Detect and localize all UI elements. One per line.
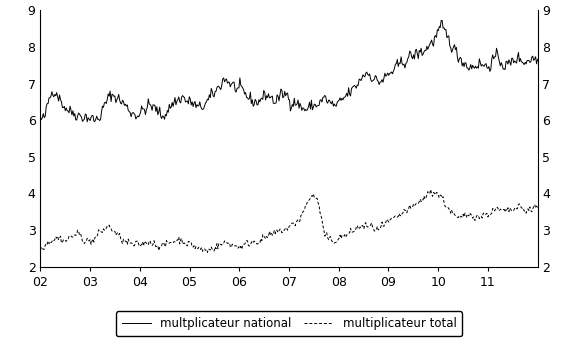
multplicateur national <box>37 116 44 120</box>
multiplicateur total <box>427 187 434 192</box>
multiplicateur total <box>204 250 211 254</box>
multplicateur national <box>58 100 65 104</box>
multplicateur national <box>169 100 176 104</box>
multplicateur national <box>534 57 541 62</box>
multiplicateur total <box>126 240 133 244</box>
multplicateur national <box>84 120 91 124</box>
multiplicateur total <box>267 232 274 236</box>
multplicateur national <box>127 110 134 115</box>
multiplicateur total <box>534 206 541 210</box>
multiplicateur total <box>58 241 65 245</box>
multplicateur national <box>113 98 120 102</box>
Legend: multplicateur national, multiplicateur total: multplicateur national, multiplicateur t… <box>116 311 462 336</box>
multplicateur national <box>438 18 444 23</box>
Line: multplicateur national: multplicateur national <box>40 21 538 122</box>
multiplicateur total <box>37 248 44 252</box>
multiplicateur total <box>112 233 119 237</box>
multiplicateur total <box>416 200 423 204</box>
multiplicateur total <box>168 240 175 245</box>
Line: multiplicateur total: multiplicateur total <box>40 189 538 252</box>
multplicateur national <box>267 95 274 100</box>
multplicateur national <box>416 48 423 52</box>
